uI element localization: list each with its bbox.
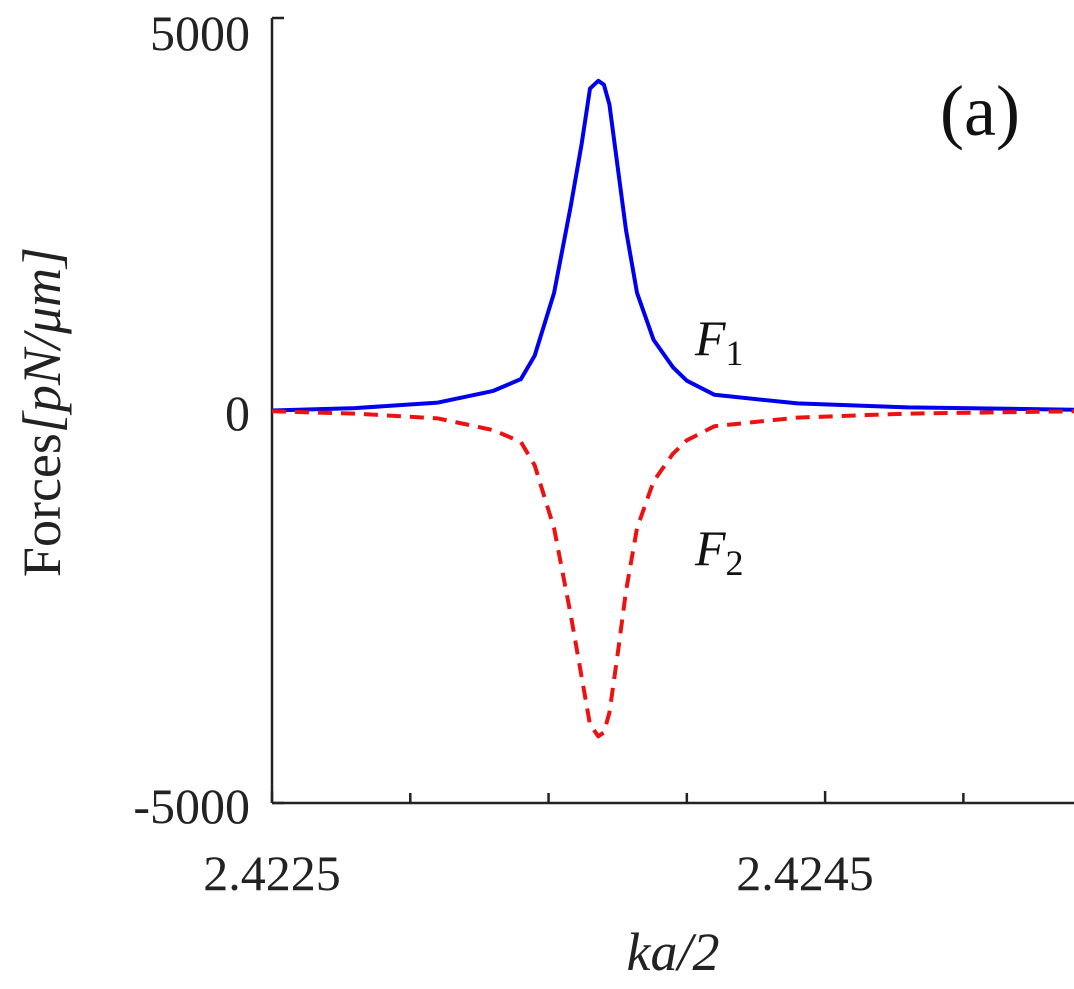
x-tick-label-2: 2.4245 bbox=[736, 845, 874, 901]
x-tick-label-1: 2.4225 bbox=[203, 845, 341, 901]
series-label-f1-main: F bbox=[694, 310, 726, 366]
series-layer bbox=[271, 78, 1074, 739]
tick-marks bbox=[270, 16, 965, 805]
y-axis-title-prefix: Forces bbox=[12, 433, 72, 577]
series-label-f2-sub: 2 bbox=[726, 543, 744, 583]
y-axis-title: Forces[pN/μm] bbox=[12, 247, 72, 577]
x-axis-title: ka/2 bbox=[627, 922, 720, 982]
series-label-f2: F2 bbox=[694, 520, 744, 583]
panel-label: (a) bbox=[940, 71, 1020, 151]
y-tick-label-zero: 0 bbox=[225, 385, 250, 441]
series-label-f2-main: F bbox=[694, 520, 726, 576]
series-line-f1 bbox=[271, 78, 1074, 413]
series-line-f2 bbox=[271, 409, 1074, 739]
series-label-f1: F1 bbox=[694, 310, 744, 373]
series-label-f1-sub: 1 bbox=[726, 333, 744, 373]
y-tick-label-top: 5000 bbox=[150, 5, 250, 61]
y-axis-title-units: [pN/μm] bbox=[12, 247, 72, 433]
y-tick-label-bottom: -5000 bbox=[133, 778, 250, 834]
